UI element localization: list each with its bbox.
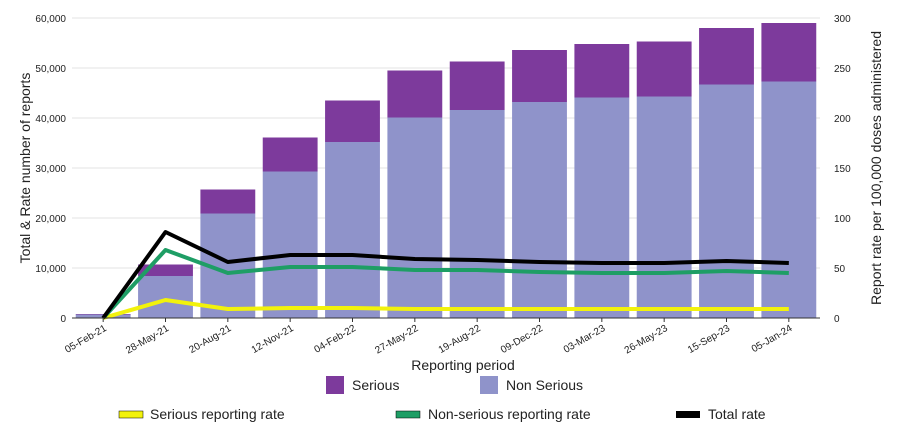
bar-serious (262, 137, 318, 172)
bar-non-serious (574, 97, 630, 318)
bar-serious (449, 61, 505, 110)
y-right-tick-label: 300 (834, 14, 851, 25)
y-axis-left-ticks: 0 10,000 20,000 30,000 40,000 50,000 60,000 (35, 14, 66, 325)
bar-serious (387, 70, 443, 118)
x-tick-label: 09-Dec-22 (499, 323, 545, 356)
bar-serious (75, 314, 131, 315)
x-tick-label: 28-May-21 (124, 323, 171, 357)
x-axis-title: Reporting period (411, 357, 515, 373)
bar-non-serious (262, 171, 318, 318)
y-right-tick-label: 250 (834, 64, 851, 75)
x-axis-ticks: 05-Feb-21 28-May-21 20-Aug-21 12-Nov-21 04-F… (63, 318, 795, 357)
x-tick-label: 03-Mar-23 (562, 323, 608, 356)
legend-swatch-non-serious-rate (395, 410, 421, 419)
legend-label-serious-rate: Serious reporting rate (150, 406, 285, 422)
y-axis-right-title: Report rate per 100,000 doses administer… (868, 31, 884, 305)
legend-label-serious: Serious (352, 377, 399, 393)
bar-non-serious (512, 102, 567, 318)
bar-serious (200, 189, 256, 214)
legend-swatch-serious-rate (118, 410, 144, 419)
bar-serious (761, 23, 817, 82)
legend-label-total-rate: Total rate (708, 406, 766, 422)
x-tick-label: 19-Aug-22 (437, 323, 483, 356)
y-right-tick-label: 50 (834, 264, 846, 275)
bar-non-serious (325, 142, 380, 318)
legend-swatch-serious (326, 376, 344, 394)
line-total-rate (101, 230, 789, 320)
legend-swatch-total-rate (676, 411, 700, 418)
bar-serious (699, 28, 754, 85)
bar-serious (636, 41, 692, 97)
x-tick-label: 12-Nov-21 (250, 323, 296, 356)
bar-serious (325, 100, 380, 142)
bar-serious (574, 44, 630, 98)
y-axis-left-title: Total & Rate number of reports (17, 73, 33, 264)
y-right-tick-label: 0 (834, 314, 840, 325)
x-tick-label: 15-Sep-23 (686, 323, 732, 356)
y-left-tick-label: 0 (60, 314, 66, 325)
x-tick-label: 04-Feb-22 (313, 323, 359, 356)
y-right-tick-label: 150 (834, 164, 851, 175)
bar-serious (138, 264, 193, 276)
y-left-tick-label: 60,000 (35, 14, 66, 25)
x-tick-label: 05-Feb-21 (63, 323, 109, 356)
x-tick-label: 26-May-23 (623, 323, 670, 357)
bar-non-serious (387, 117, 443, 318)
line-non-serious-rate (101, 248, 789, 320)
bar-non-serious (449, 110, 505, 318)
y-right-tick-label: 100 (834, 214, 851, 225)
bar-non-serious (699, 84, 754, 318)
y-left-tick-label: 50,000 (35, 64, 66, 75)
bar-non-serious (138, 276, 193, 318)
y-right-tick-label: 200 (834, 114, 851, 125)
x-tick-label: 05-Jan-24 (750, 323, 795, 355)
legend-label-non-serious-rate: Non-serious reporting rate (428, 406, 591, 422)
bar-non-serious (761, 81, 817, 318)
x-tick-label: 20-Aug-21 (187, 323, 233, 356)
bar-serious (512, 50, 567, 102)
x-tick-label: 27-May-22 (373, 323, 420, 357)
rate-lines (101, 230, 789, 320)
y-left-tick-label: 30,000 (35, 164, 66, 175)
legend-label-non-serious: Non Serious (506, 377, 583, 393)
bars (75, 23, 817, 318)
legend-swatch-non-serious (480, 376, 498, 394)
y-left-tick-label: 20,000 (35, 214, 66, 225)
y-left-tick-label: 40,000 (35, 114, 66, 125)
y-axis-right-ticks: 0 50 100 150 200 250 300 (834, 14, 851, 325)
y-left-tick-label: 10,000 (35, 264, 66, 275)
gridlines (72, 17, 820, 269)
bar-non-serious (636, 96, 692, 318)
line-serious-rate (102, 298, 789, 320)
